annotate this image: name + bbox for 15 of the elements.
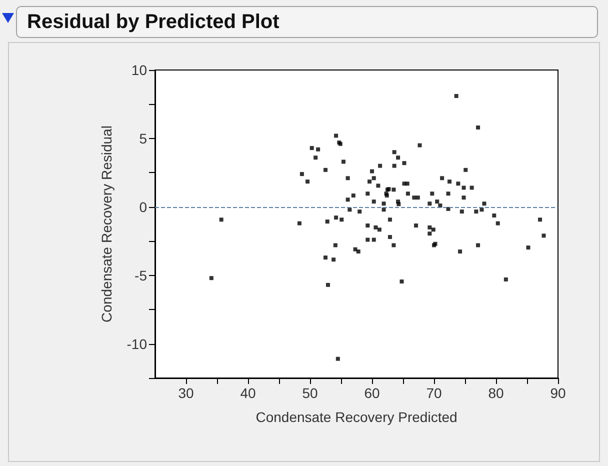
y-tick-label: -5 [134, 267, 148, 284]
y-tick-label: 5 [139, 130, 148, 146]
x-tick-label: 40 [240, 385, 256, 401]
x-tick-label: 70 [426, 385, 442, 401]
y-tick-label: 0 [139, 198, 148, 215]
y-axis-title: Condensate Recovery Residual [98, 126, 114, 322]
x-axis-title: Condensate Recovery Predicted [256, 409, 458, 425]
x-tick-label: 80 [488, 385, 504, 401]
y-tick-label: 10 [131, 62, 148, 78]
x-tick-label: 90 [550, 385, 566, 401]
x-tick-label: 50 [302, 385, 318, 401]
x-tick-label: 30 [178, 385, 194, 401]
y-tick-label: -10 [126, 336, 148, 352]
x-tick-label: 60 [364, 385, 380, 401]
chart-title: Residual by Predicted Plot [16, 6, 598, 38]
